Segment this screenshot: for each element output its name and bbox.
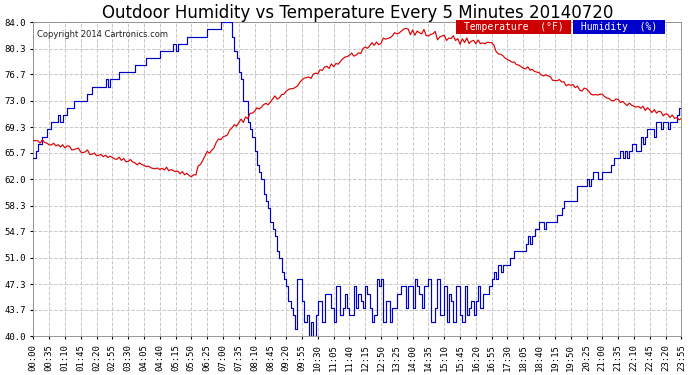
Text: Humidity  (%): Humidity (%) — [575, 22, 663, 32]
Text: Copyright 2014 Cartronics.com: Copyright 2014 Cartronics.com — [37, 30, 168, 39]
Text: Temperature  (°F): Temperature (°F) — [457, 22, 569, 32]
Title: Outdoor Humidity vs Temperature Every 5 Minutes 20140720: Outdoor Humidity vs Temperature Every 5 … — [101, 4, 613, 22]
